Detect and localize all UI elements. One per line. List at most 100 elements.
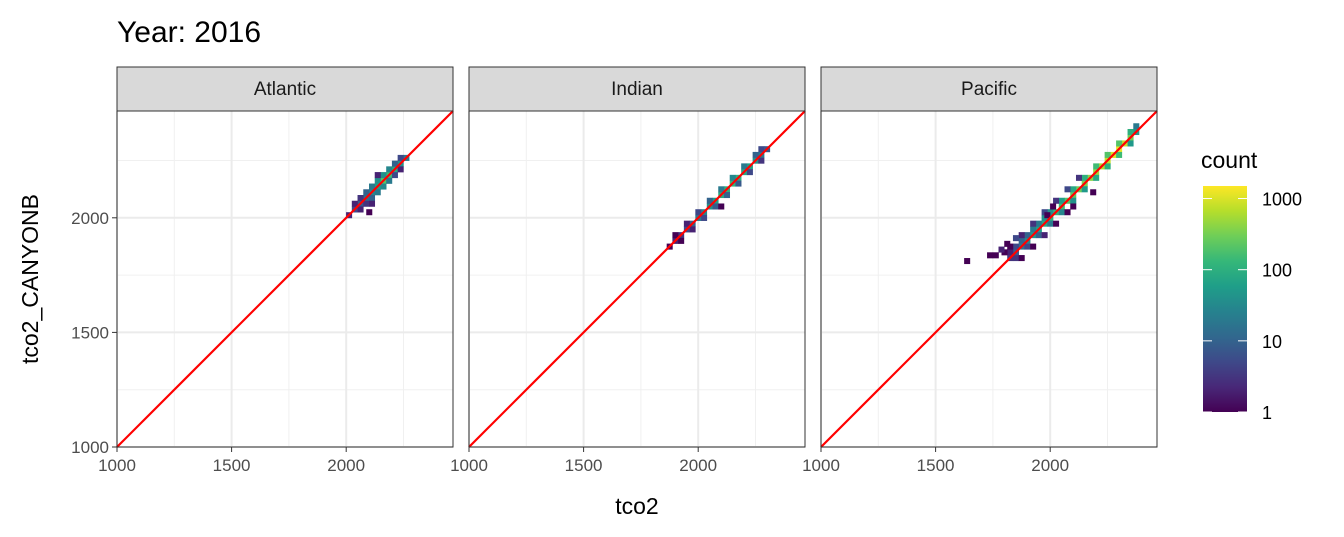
chart-title: Year: 2016 [117,16,261,49]
bin-tile [683,220,690,227]
legend-colorbar [1203,186,1247,412]
bin-tile [1053,197,1060,204]
bin-tile [1018,255,1025,262]
bin-tile [1012,255,1019,262]
facet-strip-label: Atlantic [254,79,316,100]
facet-strip-label: Indian [611,79,663,100]
bin-tile [718,186,725,193]
bin-tile [351,200,358,207]
bin-tile [380,172,387,179]
bin-tile [1044,212,1051,219]
facet-strip-label: Pacific [961,79,1017,100]
bin-tile [718,203,725,210]
bin-tile [1012,235,1019,242]
bin-tile [369,195,376,202]
panel-border [468,110,806,448]
bin-tile [374,189,381,196]
x-tick-label: 2000 [1031,456,1069,475]
bin-tile [1030,220,1037,227]
bin-tile [1030,243,1037,250]
bin-tile [1058,209,1065,216]
bin-tile [1127,128,1134,136]
bin-tile [1012,243,1019,250]
legend-tick-label: 10 [1262,332,1282,352]
bin-tile [701,214,708,221]
bin-tile [374,177,381,184]
bin-tile [357,195,364,202]
bin-tile [366,209,373,216]
bin-tile [758,146,765,153]
bin-tile [397,154,404,161]
bin-tile [992,252,999,259]
identity-line [468,110,806,448]
bin-tile [689,226,696,233]
bin-tile [735,180,742,187]
x-axis-title: tco2 [615,493,658,519]
legend-tick-label: 100 [1262,261,1292,281]
bin-tile [380,183,387,190]
bin-tile [746,169,753,176]
bin-tile [1081,186,1088,193]
facet-panel-pacific: Pacific 1000 1500 2000 [802,66,1158,475]
bin-tile [672,232,679,239]
bin-tile [1064,209,1071,216]
bin-tile [723,192,731,199]
bin-tile [1004,240,1011,247]
bin-tile [1070,197,1077,204]
bin-tile [1070,203,1077,210]
bin-tile [987,252,994,259]
bin-tile [752,151,759,158]
bin-tile [695,209,702,216]
bin-tile [1070,186,1077,193]
facet-strip [820,66,1158,112]
bin-tile [1007,249,1014,256]
bin-tile [1064,186,1071,193]
bin-tile [706,197,713,204]
bin-tile [1081,174,1088,181]
bin-tile [1053,220,1060,227]
x-tick-label: 2000 [679,456,717,475]
x-tick-label: 1500 [565,456,603,475]
x-tick-label: 1000 [450,456,488,475]
legend-title: count [1201,147,1258,173]
bin-tile [1041,232,1048,239]
facet-panel-indian: Indian 1000 1500 2000 [450,66,806,475]
facet-panel-atlantic: Atlantic 1000 1500 2000 1000 1500 2000 [71,66,454,475]
bin-tile [1018,232,1025,239]
y-axis-title: tco2_CANYONB [17,194,43,364]
identity-line [820,110,1158,448]
bin-tile [1047,220,1054,227]
bin-tile [1133,123,1140,130]
bin-tile [1127,140,1134,147]
bin-tile [741,163,748,170]
x-tick-label: 1500 [213,456,251,475]
bin-tile [1058,197,1065,204]
panel-border [820,110,1158,448]
bin-tile [678,237,685,244]
bin-tile [1116,151,1123,158]
y-tick-label: 2000 [71,209,109,228]
bin-tile [397,166,404,173]
bin-tile [369,200,376,207]
bin-tile [1030,226,1037,233]
y-tick-label: 1500 [71,323,109,342]
bin-tile [998,246,1005,253]
bin-tile [357,206,364,213]
legend-tick-label: 1 [1262,403,1272,423]
bin-tile [729,174,736,181]
x-tick-label: 2000 [327,456,365,475]
bin-tile [1035,220,1042,227]
bin-tile [758,157,765,164]
bin-tile [1035,232,1042,239]
bin-tile [386,166,393,173]
y-tick-label: 1000 [71,438,109,457]
bin-tile [391,172,398,179]
bin-tile [363,189,370,196]
bin-tile [386,177,393,184]
bin-tile [374,172,381,179]
legend-tick-label: 1000 [1262,190,1302,210]
bin-tile [391,160,398,167]
x-tick-label: 1000 [98,456,136,475]
identity-line [116,110,454,448]
